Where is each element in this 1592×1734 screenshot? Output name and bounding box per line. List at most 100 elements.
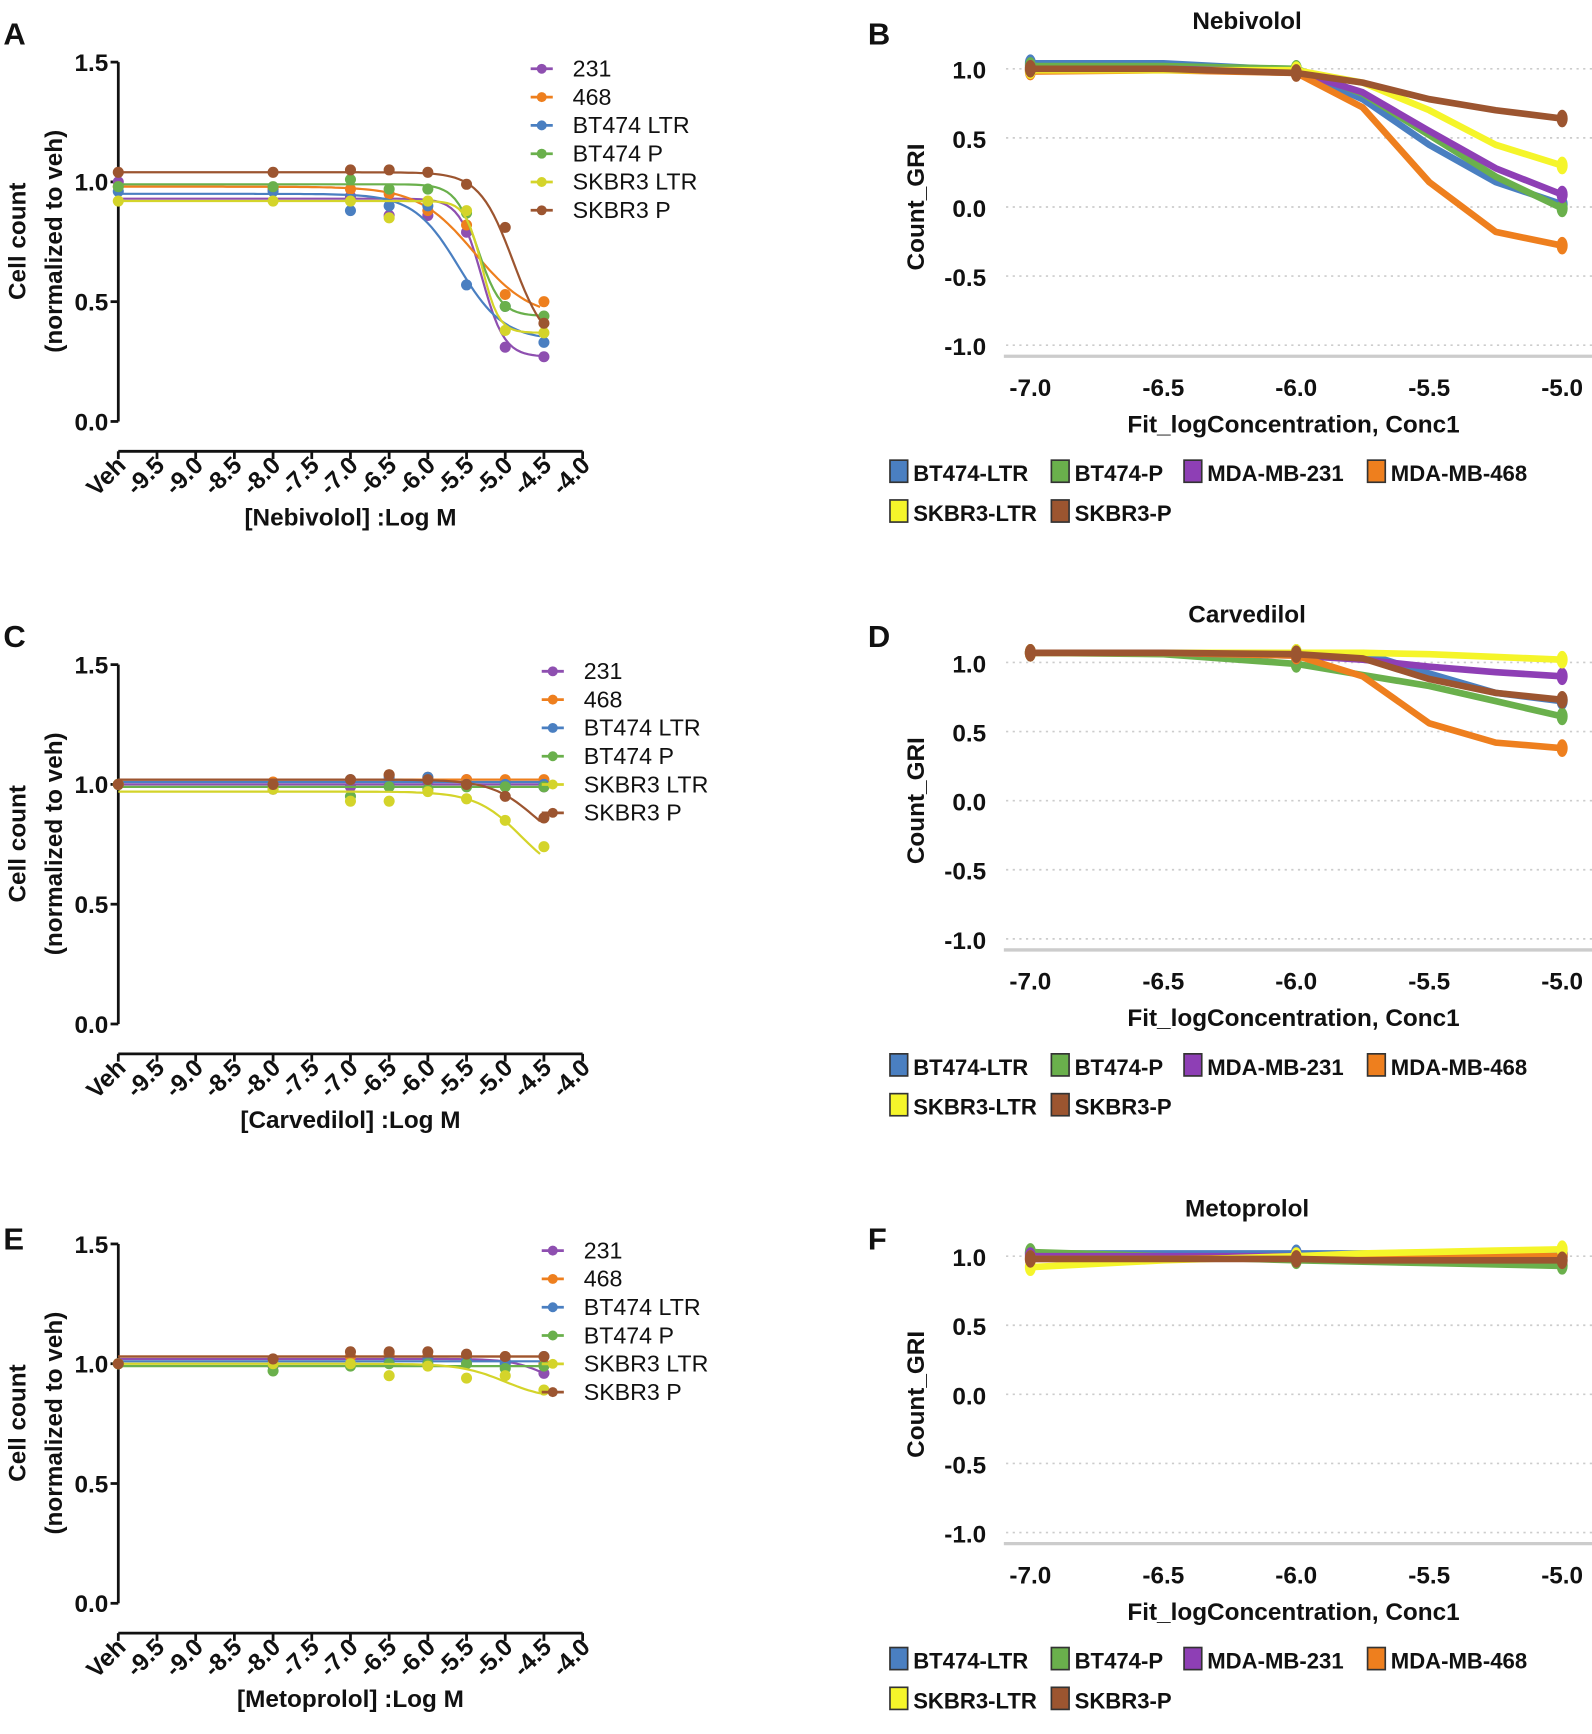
y-tick-label: 0.5 xyxy=(952,1314,986,1341)
data-point xyxy=(499,790,511,802)
x-tick-label: -4.5 xyxy=(508,1054,557,1103)
x-tick-label: -6.0 xyxy=(392,1054,441,1103)
data-point xyxy=(1556,156,1568,175)
x-tick-label: -4.0 xyxy=(547,452,596,501)
legend-swatch xyxy=(1183,459,1203,484)
data-point xyxy=(499,1370,511,1382)
legend-swatch xyxy=(889,1053,909,1077)
legend-label: 231 xyxy=(584,658,623,684)
legend-label: 468 xyxy=(573,84,612,110)
panel-letter: F xyxy=(868,1222,887,1257)
y-tick-label: 1.0 xyxy=(75,1352,109,1379)
x-tick-label: -4.0 xyxy=(547,1634,596,1683)
x-tick-label: -5.5 xyxy=(1408,1562,1450,1589)
data-point xyxy=(461,1358,473,1370)
data-point xyxy=(538,1360,550,1372)
data-point xyxy=(344,173,356,186)
y-tick-label: 0.5 xyxy=(75,1471,109,1498)
panel-letter: D xyxy=(868,619,890,654)
data-point xyxy=(1556,109,1568,128)
data-point xyxy=(344,205,356,217)
legend-label: MDA-MB-468 xyxy=(1391,1055,1527,1080)
legend-label: SKBR3-P xyxy=(1075,1095,1172,1120)
legend-marker xyxy=(547,1358,558,1369)
data-point xyxy=(383,1346,395,1358)
legend-swatch xyxy=(1050,1092,1070,1117)
y-tick-label: 0.0 xyxy=(75,1012,109,1039)
data-point xyxy=(422,183,434,195)
fit-curve-bt474-ltr xyxy=(118,192,541,338)
legend-label: MDA-MB-231 xyxy=(1207,1055,1343,1080)
legend-marker xyxy=(547,807,558,818)
x-tick-label: -6.5 xyxy=(1142,1562,1184,1589)
x-tick-label: -7.0 xyxy=(315,1634,364,1683)
data-point xyxy=(499,1351,511,1363)
legend-label: BT474 P xyxy=(584,1322,674,1348)
x-axis-label: [Nebivolol] :Log M xyxy=(244,504,456,531)
x-tick-label: -7.0 xyxy=(315,1054,364,1103)
data-point xyxy=(422,166,434,178)
legend-label: BT474 LTR xyxy=(584,1294,701,1320)
fit-curve-468 xyxy=(118,185,541,308)
x-tick-label: -5.0 xyxy=(470,452,519,501)
legend-marker xyxy=(547,1330,558,1341)
y-tick-label: -0.5 xyxy=(944,1452,986,1479)
x-tick-label: -6.5 xyxy=(1142,969,1184,996)
panel-letter: B xyxy=(868,16,890,51)
legend-label: SKBR3-P xyxy=(1075,1688,1172,1713)
y-axis-label: Cell count xyxy=(4,1364,31,1482)
legend-label: BT474 P xyxy=(584,743,674,769)
data-point xyxy=(538,1351,550,1363)
x-axis-label: [Metoprolol] :Log M xyxy=(237,1686,464,1713)
y-tick-label: 1.0 xyxy=(75,170,109,197)
legend-label: BT474 P xyxy=(573,140,663,166)
y-tick-label: 0.0 xyxy=(75,1591,109,1618)
data-point xyxy=(1556,707,1568,726)
x-axis-label: Fit_logConcentration, Conc1 xyxy=(1127,412,1459,439)
x-tick-label: -9.5 xyxy=(121,1634,170,1683)
fit-curve-skbr3-ltr xyxy=(118,790,541,855)
x-tick-label: -8.0 xyxy=(237,452,286,501)
data-point xyxy=(344,164,356,176)
chart-title: Nebivolol xyxy=(1192,8,1301,35)
series-line-skbr3-ltr xyxy=(1030,66,1564,169)
y-tick-label: 0.5 xyxy=(75,290,109,317)
legend-label: SKBR3 LTR xyxy=(584,771,709,797)
data-point xyxy=(1556,1251,1568,1270)
chart-panel-b: Nebivolol -1.0 -0.5 0.0 0.5 1.0 -7.0 -6.5 -6.0 -5… xyxy=(889,8,1592,526)
y-tick-label: 0.0 xyxy=(952,790,986,817)
legend-label: BT474-P xyxy=(1075,1055,1163,1080)
x-tick-label: -8.0 xyxy=(237,1054,286,1103)
data-point xyxy=(267,181,279,193)
y-axis-label: Count_GRI xyxy=(903,737,930,864)
data-point xyxy=(538,781,550,793)
legend-swatch xyxy=(889,1092,909,1117)
data-point xyxy=(267,195,279,207)
legend-marker xyxy=(547,1245,558,1256)
data-point xyxy=(538,317,550,329)
legend-marker xyxy=(536,148,547,159)
data-point xyxy=(461,1348,473,1360)
x-tick-label: Veh xyxy=(82,452,132,502)
data-point xyxy=(344,1358,356,1370)
legend-swatch xyxy=(1366,459,1387,484)
x-tick-label: -6.0 xyxy=(392,452,441,501)
data-point xyxy=(112,181,124,193)
x-tick-label: -5.0 xyxy=(1541,375,1583,402)
legend-label: 231 xyxy=(584,1237,623,1263)
legend-swatch xyxy=(1050,499,1070,523)
chart-title: Metoprolol xyxy=(1185,1195,1309,1222)
y-tick-label: -1.0 xyxy=(944,334,986,361)
data-point xyxy=(538,841,550,853)
series-line-skbr3-p xyxy=(1030,649,1563,704)
fit-curve-skbr3-ltr xyxy=(118,1362,541,1395)
y-tick-label: -1.0 xyxy=(944,928,986,955)
x-tick-label: -5.5 xyxy=(1408,375,1450,402)
y-tick-label: 1.5 xyxy=(75,1232,109,1259)
x-axis-label: Fit_logConcentration, Conc1 xyxy=(1127,1599,1459,1626)
y-axis-label: Cell count xyxy=(4,182,31,300)
panel-letter: A xyxy=(3,16,25,51)
x-tick-label: -4.5 xyxy=(508,1634,557,1683)
data-point xyxy=(1556,667,1568,686)
